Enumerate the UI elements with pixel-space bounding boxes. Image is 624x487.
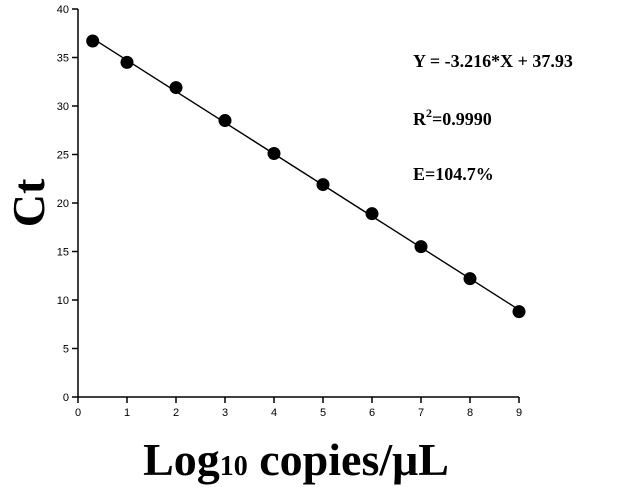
r-squared-superscript: 2 <box>426 106 432 120</box>
y-tick-label: 35 <box>57 53 69 65</box>
r-squared-prefix: R <box>413 109 427 129</box>
y-tick-label: 15 <box>57 247 69 259</box>
x-tick-label: 7 <box>418 407 424 419</box>
r-squared-value: =0.9990 <box>432 109 492 129</box>
x-tick-label: 5 <box>320 407 326 419</box>
y-tick-label: 10 <box>57 295 69 307</box>
data-points <box>86 34 526 319</box>
x-tick-label: 6 <box>369 407 375 419</box>
efficiency-annotation: E=104.7% <box>413 164 494 184</box>
data-point <box>120 55 134 69</box>
data-point <box>414 240 428 254</box>
r-squared-annotation: R2=0.9990 <box>413 106 492 129</box>
ticks: 0 1 2 3 4 5 6 7 8 9 0 5 10 15 20 25 30 35 40 <box>57 4 522 419</box>
data-point <box>365 207 379 221</box>
x-axis-title-main: Log <box>143 434 220 485</box>
x-tick-label: 4 <box>271 407 277 419</box>
y-tick-label: 0 <box>63 392 69 404</box>
y-tick-label: 20 <box>57 198 69 210</box>
x-tick-label: 3 <box>222 407 228 419</box>
y-tick-label: 40 <box>57 4 69 16</box>
data-point <box>86 34 100 48</box>
y-axis-title: Ct <box>3 178 54 227</box>
x-tick-label: 9 <box>516 407 522 419</box>
x-axis-title-subscript: 10 <box>220 451 248 482</box>
fit-line <box>92 37 520 311</box>
data-point <box>267 147 281 161</box>
data-point <box>316 178 330 192</box>
x-tick-label: 0 <box>75 407 81 419</box>
x-tick-label: 2 <box>173 407 179 419</box>
data-point <box>463 272 477 286</box>
data-point <box>512 305 526 319</box>
x-axis-title-rest: copies/μL <box>248 434 449 485</box>
y-tick-label: 5 <box>63 344 69 356</box>
x-axis-title: Log10 copies/μL <box>143 434 449 485</box>
y-tick-label: 30 <box>57 101 69 113</box>
x-tick-label: 1 <box>124 407 130 419</box>
data-point <box>169 81 183 95</box>
equation-annotation: Y = -3.216*X + 37.93 <box>413 51 573 71</box>
y-tick-label: 25 <box>57 150 69 162</box>
data-point <box>218 114 232 128</box>
fit-line-group <box>92 37 520 311</box>
x-tick-label: 8 <box>467 407 473 419</box>
